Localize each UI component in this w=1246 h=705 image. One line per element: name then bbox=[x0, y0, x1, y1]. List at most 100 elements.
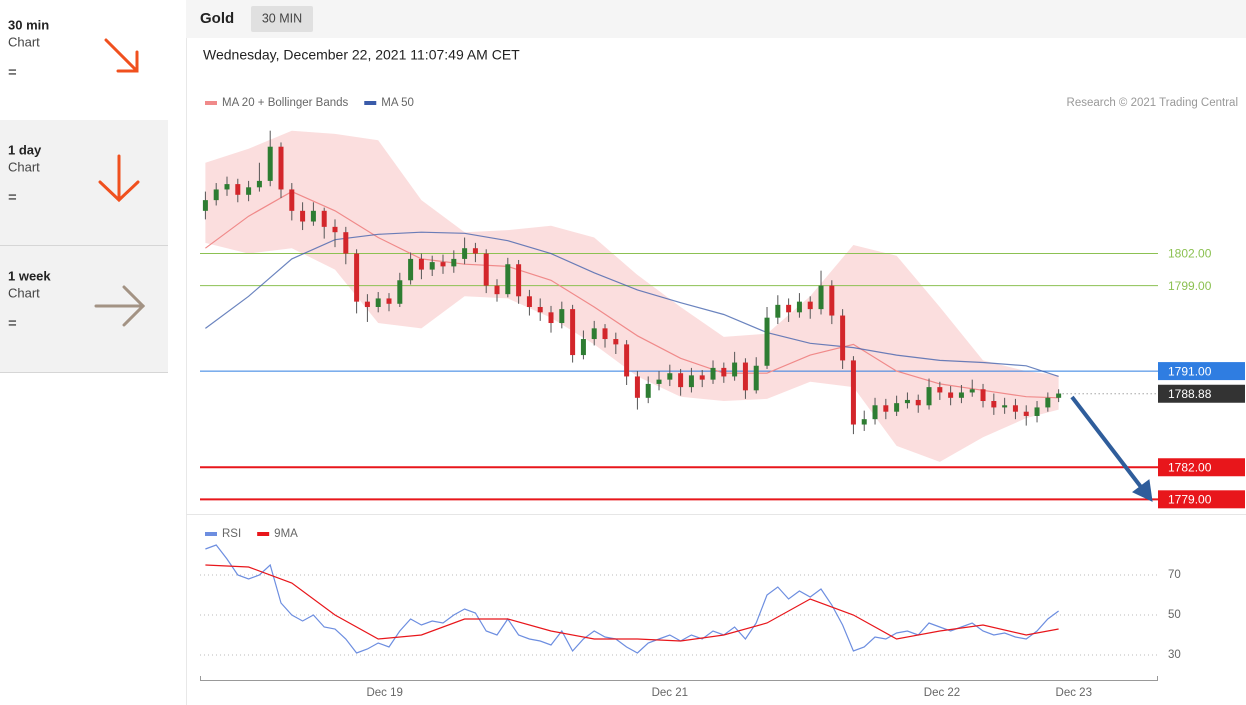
candle-body bbox=[591, 328, 597, 340]
candle-body bbox=[235, 184, 241, 195]
candle-body bbox=[1023, 411, 1029, 416]
candle-body bbox=[861, 419, 867, 425]
level-label: 1779.00 bbox=[1168, 492, 1212, 506]
candle-body bbox=[656, 379, 662, 384]
timeframe: 1 week bbox=[8, 268, 51, 283]
candle-body bbox=[310, 210, 316, 222]
credit: Research © 2021 Trading Central bbox=[1067, 97, 1238, 109]
candle-body bbox=[472, 248, 478, 254]
level-tag bbox=[1158, 458, 1245, 477]
bollinger-band bbox=[205, 130, 1059, 462]
legend-label: MA 20 + Bollinger Bands bbox=[222, 97, 349, 109]
level-label: 1782.00 bbox=[1168, 460, 1212, 474]
rsi-ma-line bbox=[205, 564, 1059, 642]
candle-body bbox=[667, 373, 673, 380]
legend-swatch bbox=[205, 532, 217, 536]
legend-swatch bbox=[205, 101, 217, 105]
status: = bbox=[8, 315, 17, 332]
level-tag bbox=[1158, 490, 1245, 509]
candle-body bbox=[429, 262, 435, 270]
candle-body bbox=[202, 200, 208, 211]
candle-body bbox=[742, 362, 748, 391]
candle-body bbox=[883, 405, 889, 412]
candle-body bbox=[516, 264, 522, 297]
candle-body bbox=[634, 376, 640, 398]
label: Chart bbox=[8, 159, 40, 174]
timeframe: 1 day bbox=[8, 142, 42, 157]
candle-body bbox=[526, 296, 532, 307]
candle-body bbox=[699, 375, 705, 380]
candle-body bbox=[807, 301, 813, 310]
candle-body bbox=[624, 344, 630, 377]
candle-body bbox=[764, 317, 770, 366]
legend-label: RSI bbox=[222, 528, 241, 540]
legend-swatch bbox=[257, 532, 270, 536]
candle-body bbox=[980, 389, 986, 402]
candle-body bbox=[894, 403, 900, 412]
candle-body bbox=[354, 253, 360, 302]
chart: MA 20 + Bollinger Bands MA 50 1802.00 1799.… bbox=[200, 97, 1245, 699]
candle-body bbox=[386, 298, 392, 304]
candle-body bbox=[1012, 405, 1018, 412]
sidebar-item[interactable] bbox=[0, 0, 168, 120]
candle-body bbox=[840, 315, 846, 361]
candle-body bbox=[1045, 397, 1051, 408]
candle-body bbox=[332, 226, 338, 233]
candle-body bbox=[796, 301, 802, 313]
candle-body bbox=[505, 264, 511, 295]
interval-chip[interactable] bbox=[251, 6, 313, 32]
candle-body bbox=[375, 298, 381, 307]
instrument: Gold bbox=[200, 10, 234, 27]
status: = bbox=[8, 189, 17, 206]
candle-body bbox=[850, 360, 856, 425]
header-bar bbox=[186, 0, 1246, 38]
candle-body bbox=[364, 301, 370, 307]
arrow-down-right bbox=[104, 38, 139, 73]
candle-body bbox=[343, 232, 349, 254]
candle-body bbox=[602, 328, 608, 340]
candle-body bbox=[570, 309, 576, 356]
sidebar-item[interactable] bbox=[0, 246, 168, 372]
candle-body bbox=[1002, 405, 1008, 408]
ma50-line bbox=[205, 231, 1059, 377]
candle-body bbox=[688, 375, 694, 388]
candle-body bbox=[937, 387, 943, 393]
candle-body bbox=[483, 253, 489, 286]
legend-label: MA 50 bbox=[381, 97, 414, 109]
candle-body bbox=[300, 210, 306, 222]
x-tick-label: Dec 19 bbox=[366, 687, 402, 699]
status: = bbox=[8, 64, 17, 81]
legend-swatch bbox=[364, 101, 377, 105]
x-tick-label: Dec 22 bbox=[924, 687, 960, 699]
candle-body bbox=[948, 392, 954, 398]
candle-body bbox=[818, 285, 824, 310]
forecast-arrow bbox=[1070, 395, 1153, 502]
candle-body bbox=[537, 306, 543, 313]
candle-body bbox=[969, 389, 975, 393]
candle-body bbox=[580, 339, 586, 356]
sidebar-item[interactable] bbox=[0, 120, 168, 245]
arrow-right bbox=[94, 285, 146, 327]
candle-body bbox=[732, 362, 738, 377]
candle-body bbox=[991, 401, 997, 408]
candle-body bbox=[559, 309, 565, 324]
candle-body bbox=[775, 304, 781, 318]
candle-body bbox=[246, 187, 252, 195]
candle-body bbox=[926, 387, 932, 406]
candle-body bbox=[915, 399, 921, 406]
candle-body bbox=[872, 405, 878, 420]
level-tag bbox=[1158, 362, 1245, 381]
candle-body bbox=[494, 285, 500, 295]
candle-body bbox=[462, 248, 468, 259]
candle-body bbox=[1034, 407, 1040, 416]
rsi-tick-label: 30 bbox=[1168, 649, 1181, 661]
candle-body bbox=[678, 373, 684, 388]
candle-body bbox=[548, 312, 554, 324]
arrow-down bbox=[98, 154, 140, 203]
ma20-line bbox=[205, 190, 1059, 399]
legend-label: 9MA bbox=[274, 528, 298, 540]
candle-body bbox=[451, 258, 457, 267]
candle-body bbox=[321, 210, 327, 227]
